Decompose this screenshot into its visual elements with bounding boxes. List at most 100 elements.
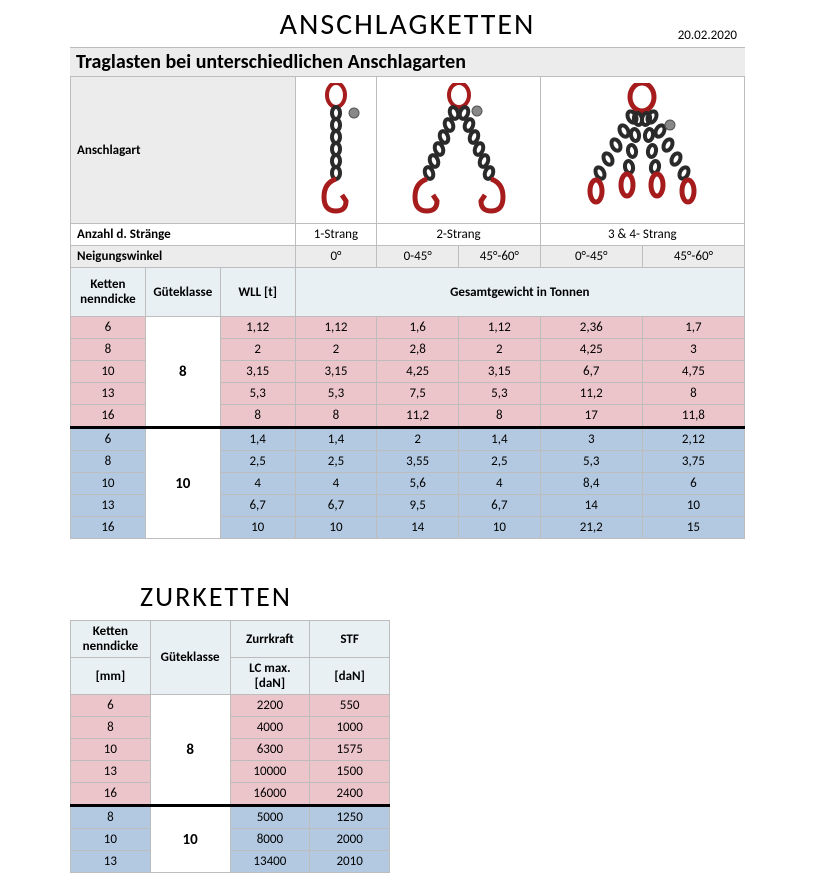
- cell-val: 2,5: [459, 451, 541, 473]
- cell-stf: 2400: [310, 783, 390, 806]
- cell-val: 2,8: [377, 339, 459, 361]
- cell-val: 21,2: [540, 517, 642, 539]
- cell-val: 4: [220, 473, 295, 495]
- cell-val: 2,36: [540, 317, 642, 339]
- cell-d: 6: [71, 317, 146, 339]
- cell-d: 6: [71, 695, 151, 717]
- cell-val: 14: [540, 495, 642, 517]
- zurketten-table: Ketten nenndicke Güteklasse Zurrkraft ST…: [70, 620, 390, 873]
- cell-val: 4: [295, 473, 377, 495]
- cell-stf: 2000: [310, 829, 390, 851]
- cell-val: 1,4: [295, 428, 377, 451]
- table-row: 682200550: [71, 695, 390, 717]
- cell-d: 8: [71, 806, 151, 829]
- table-row: 13134002010: [71, 851, 390, 873]
- table-row: 10 80002000: [71, 829, 390, 851]
- cell-stf: 1250: [310, 806, 390, 829]
- cell-lc: 10000: [230, 761, 310, 783]
- cell-val: 2: [295, 339, 377, 361]
- cell-stf: 1575: [310, 739, 390, 761]
- cell-val: 2,5: [220, 451, 295, 473]
- cell-val: 5,3: [295, 383, 377, 405]
- cell-val: 5,3: [459, 383, 541, 405]
- table-row: 81050001250: [71, 806, 390, 829]
- cell-val: 4: [459, 473, 541, 495]
- angle-0: 0°: [295, 246, 377, 268]
- cell-d: 13: [71, 761, 151, 783]
- cell-val: 10: [295, 517, 377, 539]
- cell-d: 16: [71, 405, 146, 428]
- cell-val: 11,8: [642, 405, 744, 428]
- chain-2-strand-icon: [377, 77, 540, 224]
- cell-lc: 6300: [230, 739, 310, 761]
- cell-d: 13: [71, 495, 146, 517]
- cell-d: 10: [71, 739, 151, 761]
- cell-d: 6: [71, 428, 146, 451]
- chain-34-strand-icon: [540, 77, 744, 224]
- cell-val: 6,7: [459, 495, 541, 517]
- cell-lc: 2200: [230, 695, 310, 717]
- cell-val: 2,12: [642, 428, 744, 451]
- cell-klasse: 8: [145, 317, 220, 428]
- cell-d: 16: [71, 783, 151, 806]
- cell-val: 6: [642, 473, 744, 495]
- cell-val: 17: [540, 405, 642, 428]
- cell-val: 1,12: [220, 317, 295, 339]
- cell-val: 1,6: [377, 317, 459, 339]
- cell-val: 6,7: [540, 361, 642, 383]
- cell-d: 10: [71, 473, 146, 495]
- cell-val: 3,75: [642, 451, 744, 473]
- cell-val: 1,12: [459, 317, 541, 339]
- angle-4: 45°-60°: [642, 246, 744, 268]
- cell-val: 2,5: [295, 451, 377, 473]
- cell-d: 13: [71, 851, 151, 873]
- cell-klasse: 10: [150, 806, 230, 873]
- strand-col-2: 2-Strang: [377, 224, 540, 246]
- cell-klasse: 10: [145, 428, 220, 539]
- cell-val: 3: [540, 428, 642, 451]
- z-hdr-dan: [daN]: [310, 658, 390, 695]
- cell-lc: 8000: [230, 829, 310, 851]
- z-hdr-lc: LC max. [daN]: [230, 658, 310, 695]
- cell-val: 7,5: [377, 383, 459, 405]
- cell-d: 8: [71, 339, 146, 361]
- z-hdr-klasse: Güteklasse: [150, 621, 230, 695]
- cell-d: 10: [71, 361, 146, 383]
- cell-val: 6,7: [295, 495, 377, 517]
- cell-val: 4,75: [642, 361, 744, 383]
- cell-val: 8: [459, 405, 541, 428]
- cell-val: 10: [459, 517, 541, 539]
- cell-stf: 1500: [310, 761, 390, 783]
- table-row: 16 160002400: [71, 783, 390, 806]
- cell-d: 10: [71, 829, 151, 851]
- cell-klasse: 8: [150, 695, 230, 806]
- cell-lc: 16000: [230, 783, 310, 806]
- label-anschlagart: Anschlagart: [71, 77, 296, 224]
- strand-col-1: 1-Strang: [295, 224, 377, 246]
- cell-lc: 4000: [230, 717, 310, 739]
- chain-1-strand-icon: [295, 77, 377, 224]
- cell-val: 2: [377, 428, 459, 451]
- hdr-gesamt: Gesamtgewicht in Tonnen: [295, 268, 744, 317]
- z-hdr-stf: STF: [310, 621, 390, 658]
- strand-col-34: 3 & 4- Strang: [540, 224, 744, 246]
- anschlag-table: Anschlagart: [70, 76, 745, 539]
- cell-val: 8,4: [540, 473, 642, 495]
- table-row: 6101,41,421,432,12: [71, 428, 745, 451]
- cell-val: 1,4: [459, 428, 541, 451]
- zurketten-table-section: Ketten nenndicke Güteklasse Zurrkraft ST…: [70, 620, 390, 873]
- cell-val: 3,55: [377, 451, 459, 473]
- cell-val: 11,2: [540, 383, 642, 405]
- table-row: 13 100001500: [71, 761, 390, 783]
- cell-val: 3,15: [459, 361, 541, 383]
- cell-val: 8: [642, 383, 744, 405]
- angle-2: 45°-60°: [459, 246, 541, 268]
- hdr-klasse: Güteklasse: [145, 268, 220, 317]
- cell-val: 8: [220, 405, 295, 428]
- cell-val: 4,25: [540, 339, 642, 361]
- z-hdr-ketten: Ketten nenndicke: [71, 621, 151, 658]
- title-zurketten: ZURKETTEN: [140, 579, 815, 614]
- hdr-wll: WLL [t]: [220, 268, 295, 317]
- cell-val: 1,7: [642, 317, 744, 339]
- cell-val: 10: [642, 495, 744, 517]
